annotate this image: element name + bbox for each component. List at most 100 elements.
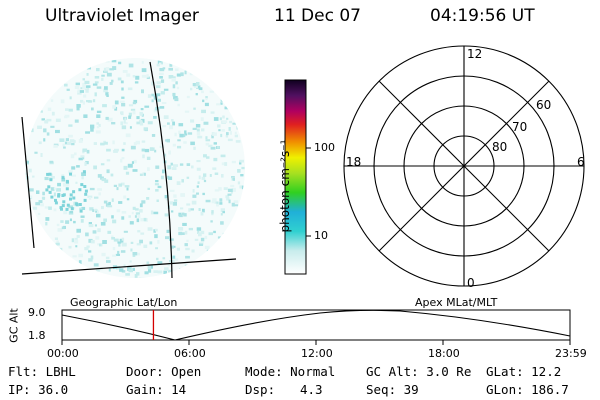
uv-speckle [191,165,194,169]
uv-speckle [216,146,220,149]
uv-speckle [69,218,72,222]
uv-speckle [82,61,86,64]
uv-speckle [62,255,66,260]
uv-speckle [147,187,150,190]
uv-speckle [169,189,175,192]
uv-speckle [137,230,141,233]
uv-speckle [157,270,163,274]
uv-speckle [243,182,245,185]
uv-speckle [136,243,141,246]
uv-speckle [190,119,195,123]
uv-speckle [78,139,83,143]
uv-speckle [167,262,171,267]
uv-speckle [232,74,236,77]
uv-speckle [93,263,99,267]
uv-speckle [220,87,225,91]
uv-speckle [231,229,234,234]
uv-speckle [174,132,177,137]
uv-speckle [192,83,196,87]
uv-speckle [88,258,93,262]
uv-speckle [102,240,107,244]
uv-speckle [128,215,131,218]
uv-speckle [108,268,111,272]
uv-speckle [140,118,145,123]
uv-speckle [173,258,179,261]
uv-speckle [76,107,80,111]
uv-speckle [114,148,119,152]
uv-speckle [230,245,235,248]
uv-speckle [63,146,66,149]
uv-speckle [81,172,86,176]
uv-speckle [177,145,182,149]
uv-speckle [186,203,191,206]
uv-speckle [133,142,137,146]
uv-speckle [176,73,181,77]
uv-speckle [206,249,210,253]
uv-speckle [164,195,169,199]
uv-speckle [55,64,60,69]
uv-speckle [121,270,126,273]
uv-speckle [82,85,87,90]
uv-speckle [211,81,216,86]
uv-speckle [203,275,207,278]
uv-speckle [88,197,92,200]
uv-speckle [169,201,174,205]
timeline-ylabel: GC Alt [7,308,21,343]
uv-speckle [94,196,99,199]
uv-speckle [197,231,200,234]
uv-speckle [121,216,125,220]
uv-speckle [49,178,53,182]
uv-speckle [186,163,191,166]
uv-speckle [240,241,245,245]
uv-speckle [25,200,29,204]
uv-speckle [235,234,241,239]
uv-speckle [105,116,109,120]
uv-speckle [204,235,208,240]
uv-speckle [172,271,177,276]
uv-speckle [60,220,64,223]
uv-speckle [61,204,65,208]
uv-speckle [91,107,94,111]
uv-speckle [162,257,166,260]
uv-speckle [107,230,112,234]
uv-speckle [205,96,208,99]
uv-speckle [26,215,32,219]
uv-speckle [214,67,220,70]
uv-speckle [42,87,47,91]
uv-speckle [68,108,73,112]
info-mode: Mode: Normal [245,364,336,379]
polar-meridian [378,80,550,252]
uv-speckle [180,207,184,210]
uv-speckle [121,148,125,152]
uv-speckle [121,242,127,247]
uv-speckle [178,130,181,135]
uv-speckle [214,68,220,73]
uv-speckle [83,198,87,202]
uv-speckle [207,269,210,272]
uv-speckle [66,263,70,266]
lat-label-70: 70 [512,120,528,134]
uv-speckle [108,201,111,206]
uv-speckle [122,70,128,73]
info-seq: Seq: 39 [366,382,419,397]
uv-speckle [177,139,181,142]
uv-speckle [75,181,78,184]
uv-speckle [176,247,180,251]
uv-speckle [94,208,97,211]
uv-speckle [140,232,145,235]
uv-speckle [235,259,238,264]
uv-speckle [204,102,209,107]
uv-speckle [56,240,59,243]
uv-speckle [100,222,106,226]
uv-speckle [81,270,86,275]
uv-speckle [172,255,176,259]
uv-speckle [54,198,57,202]
uv-speckle [238,125,242,130]
info-dsp-label: Dsp: [245,382,276,397]
uv-speckle [39,234,45,238]
uv-speckle [96,86,102,89]
uv-speckle [179,268,183,271]
uv-speckle [208,75,212,80]
uv-speckle [45,245,49,248]
uv-speckle [175,68,179,71]
